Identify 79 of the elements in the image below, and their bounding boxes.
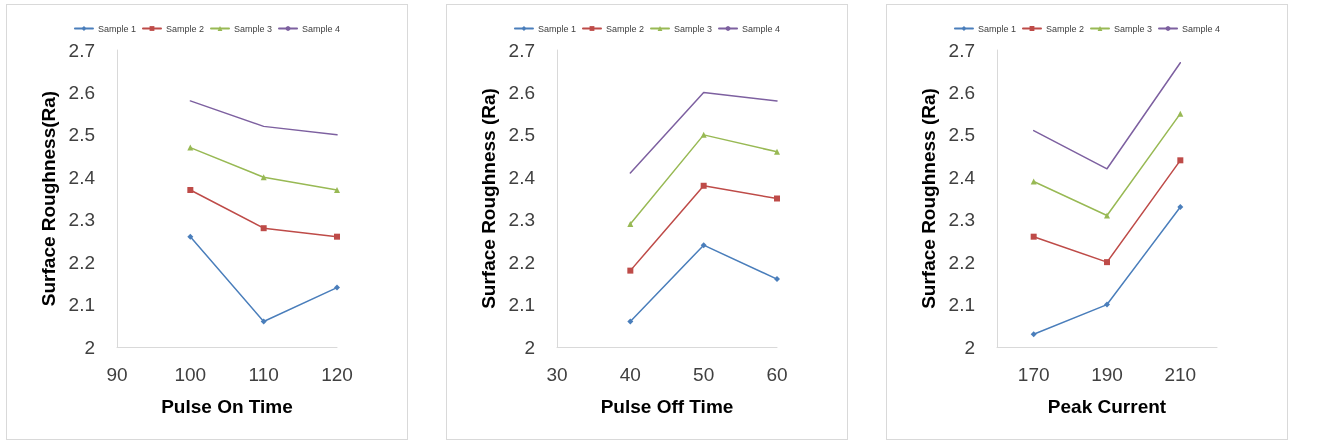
point: [187, 187, 194, 194]
point: [260, 318, 267, 325]
legend-label: Sample 1: [977, 23, 1016, 34]
legend-label: Sample 1: [537, 23, 576, 34]
point: [1030, 331, 1037, 338]
point: [774, 195, 780, 202]
point: [260, 225, 267, 232]
point: [700, 242, 707, 249]
y-tick-label: 2.3: [508, 209, 535, 231]
point: [334, 187, 340, 194]
x-tick-label: 110: [248, 364, 279, 385]
legend-label: Sample 3: [234, 23, 273, 34]
y-tick-label: 2.2: [68, 251, 95, 273]
y-tick-label: 2.3: [948, 209, 975, 231]
point: [1104, 301, 1110, 308]
y-tick-label: 2.6: [68, 81, 95, 103]
point: [1030, 233, 1037, 240]
point: [774, 276, 780, 283]
y-tick-label: 2.2: [948, 251, 975, 273]
legend-label: Sample 3: [674, 23, 713, 34]
y-tick-label: 2.6: [508, 81, 535, 103]
y-axis-title: Surface Roughness (Ra): [917, 88, 939, 309]
y-tick-label: 2.7: [508, 39, 535, 61]
legend-label: Sample 4: [302, 23, 341, 34]
point: [187, 144, 194, 151]
point: [1030, 178, 1037, 185]
y-tick-label: 2.7: [68, 39, 95, 61]
point: [627, 267, 634, 274]
legend-label: Sample 2: [165, 23, 205, 34]
x-tick-label: 30: [546, 364, 568, 385]
x-tick-label: 120: [321, 364, 353, 385]
y-tick-label: 2: [84, 336, 95, 358]
point: [1177, 110, 1184, 117]
point: [627, 318, 634, 325]
x-tick-label: 170: [1017, 364, 1050, 385]
x-axis-title: Pulse On Time: [161, 396, 293, 417]
point: [627, 220, 634, 227]
y-tick-label: 2.2: [508, 251, 535, 273]
legend-label: Sample 3: [1114, 23, 1153, 34]
y-tick-label: 2.6: [948, 81, 975, 103]
point: [700, 182, 707, 189]
point: [1104, 259, 1110, 266]
legend-label: Sample 4: [1182, 23, 1221, 34]
x-tick-label: 40: [619, 364, 641, 385]
y-tick-label: 2.3: [68, 209, 95, 231]
y-axis-title: Surface Roughness(Ra): [37, 90, 59, 307]
y-tick-label: 2.1: [68, 294, 95, 316]
legend-label: Sample 1: [97, 23, 136, 34]
point: [334, 233, 340, 240]
y-tick-label: 2.5: [508, 124, 535, 146]
y-tick-label: 2.1: [948, 294, 975, 316]
point: [1104, 212, 1110, 219]
y-tick-label: 2.4: [508, 166, 536, 188]
point: [1177, 203, 1184, 210]
y-tick-label: 2: [524, 336, 535, 358]
y-tick-label: 2.5: [948, 124, 975, 146]
y-tick-label: 2.5: [68, 124, 95, 146]
point: [334, 284, 340, 291]
x-tick-label: 90: [106, 364, 128, 385]
x-tick-label: 60: [766, 364, 788, 385]
x-tick-label: 210: [1164, 364, 1197, 385]
x-axis-title: Pulse Off Time: [600, 396, 734, 417]
x-tick-label: 100: [174, 364, 207, 385]
x-tick-label: 50: [693, 364, 715, 385]
y-axis-title: Surface Roughness (Ra): [477, 88, 499, 309]
point: [187, 233, 194, 240]
point: [1177, 157, 1184, 164]
legend-label: Sample 4: [742, 23, 781, 34]
y-tick-label: 2.4: [68, 166, 96, 188]
y-tick-label: 2.1: [508, 294, 535, 316]
y-tick-label: 2: [964, 336, 975, 358]
legend-label: Sample 2: [1045, 23, 1085, 34]
y-tick-label: 2.4: [948, 166, 976, 188]
x-tick-label: 190: [1091, 364, 1123, 385]
y-tick-label: 2.7: [948, 39, 975, 61]
legend-label: Sample 2: [605, 23, 645, 34]
point: [700, 131, 707, 138]
x-axis-title: Peak Current: [1047, 396, 1167, 417]
point: [774, 148, 780, 155]
